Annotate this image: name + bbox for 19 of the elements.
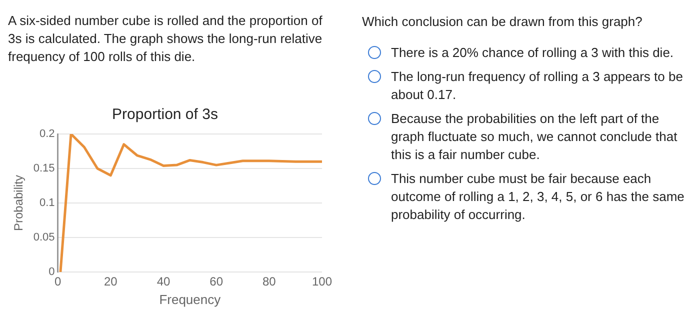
text: A six-sided number cube is rolled and the proportion of 3s is calculated. The graph shows the long-run relative frequency of 100 rolls of this die. [8, 12, 324, 66]
y-tick-label: 0.05 [33, 232, 55, 244]
text: This number cube must be fair because each outcome of rolling a 1, 2, 3, 4, 5, or 6 has the same probability of occurring. [391, 170, 686, 224]
x-tick-label: 40 [156, 274, 170, 289]
chart-title: Proportion of 3s [112, 106, 218, 124]
x-tick-label: 60 [210, 274, 224, 289]
x-tick-label: 80 [262, 274, 276, 289]
text: There is a 20% chance of rolling a 3 with this die. [391, 44, 674, 62]
text: The long-run frequency of rolling a 3 appears to be about 0.17. [391, 68, 684, 104]
x-axis-title: Frequency [159, 292, 222, 307]
text: Because the probabilities on the left part of the graph fluctuate so much, we cannot conclude that this is a fair number cube. [391, 110, 678, 164]
text: Which conclusion can be drawn from this graph? [362, 14, 642, 29]
y-tick-label: 0.15 [33, 162, 55, 175]
x-tick-label: 20 [104, 274, 118, 289]
y-tick-label: 0.1 [40, 197, 55, 210]
y-axis-title: Probability [12, 174, 26, 232]
y-tick-label: 0 [48, 266, 55, 278]
y-tick-label: 0.2 [40, 128, 55, 140]
x-tick-label: 100 [312, 274, 332, 289]
